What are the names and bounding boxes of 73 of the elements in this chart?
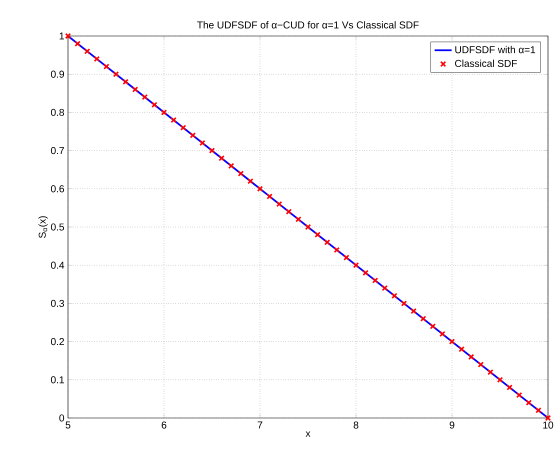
point: [74, 40, 81, 47]
y-tick-label: 0.1: [50, 376, 64, 384]
point: [94, 56, 100, 62]
point: [439, 330, 446, 338]
point: [516, 392, 522, 398]
point: [208, 148, 216, 154]
point: [132, 86, 138, 93]
x-tick-label: 5: [66, 422, 70, 428]
point: [382, 285, 388, 292]
point: [362, 270, 369, 276]
point: [420, 316, 426, 322]
point: [151, 102, 158, 108]
point: [458, 346, 465, 352]
y-tick-label: 0.2: [50, 338, 64, 346]
point: [535, 407, 542, 414]
x-tick-label: 8: [354, 422, 358, 429]
point: [199, 140, 206, 146]
x-tick-label: 9: [450, 422, 454, 429]
point: [180, 124, 186, 131]
point: [410, 308, 417, 314]
point: [304, 224, 312, 230]
point: [400, 300, 408, 306]
y-tick-label: 0.6: [50, 185, 64, 192]
point: [526, 400, 532, 406]
point: [487, 369, 494, 376]
chart-title: The UDFSDF of α−CUD for α=1 Vs Classical SDF: [197, 21, 419, 28]
x-tick-label: 10: [543, 422, 554, 429]
point: [448, 338, 456, 345]
y-tick-label: 0.3: [50, 300, 64, 307]
y-tick-label: 0.5: [50, 223, 64, 231]
y-tick-label: 0: [59, 414, 64, 422]
point: [247, 178, 254, 184]
point: [496, 376, 504, 383]
y-tick-label: 0.9: [50, 70, 64, 78]
point: [506, 384, 513, 390]
point: [170, 116, 177, 124]
point: [372, 277, 378, 284]
point: [295, 216, 302, 222]
legend-label: UDFSDF with α=1: [455, 46, 536, 54]
point: [112, 71, 120, 78]
legend-label: Classical SDF: [455, 60, 517, 67]
point: [276, 201, 282, 208]
point: [190, 132, 196, 138]
y-tick-label: 0.4: [50, 262, 64, 269]
point: [218, 155, 225, 162]
point: [266, 193, 273, 200]
point: [228, 162, 234, 169]
x-tick-label: 7: [258, 422, 262, 428]
point: [391, 292, 398, 299]
point: [256, 186, 264, 192]
point: [84, 48, 90, 54]
y-tick-label: 0.8: [50, 108, 64, 116]
point: [352, 262, 360, 268]
point: [314, 232, 321, 238]
point: [286, 208, 292, 215]
x-axis-title: x: [306, 431, 310, 437]
point: [142, 94, 148, 100]
point: [334, 246, 340, 253]
y-tick-label: 1: [60, 32, 64, 40]
point: [544, 414, 552, 422]
x-tick-label: 6: [162, 422, 166, 429]
y-tick-label: 0.7: [50, 147, 64, 154]
point: [122, 78, 129, 85]
point: [468, 354, 474, 360]
point: [160, 109, 168, 116]
point: [64, 32, 72, 40]
point: [430, 323, 436, 330]
point: [324, 239, 330, 246]
point: [478, 361, 484, 368]
point: [343, 254, 350, 261]
y-axis-title: S$_{α}$(x): [38, 216, 48, 238]
point: [238, 170, 244, 177]
point: [103, 64, 110, 70]
